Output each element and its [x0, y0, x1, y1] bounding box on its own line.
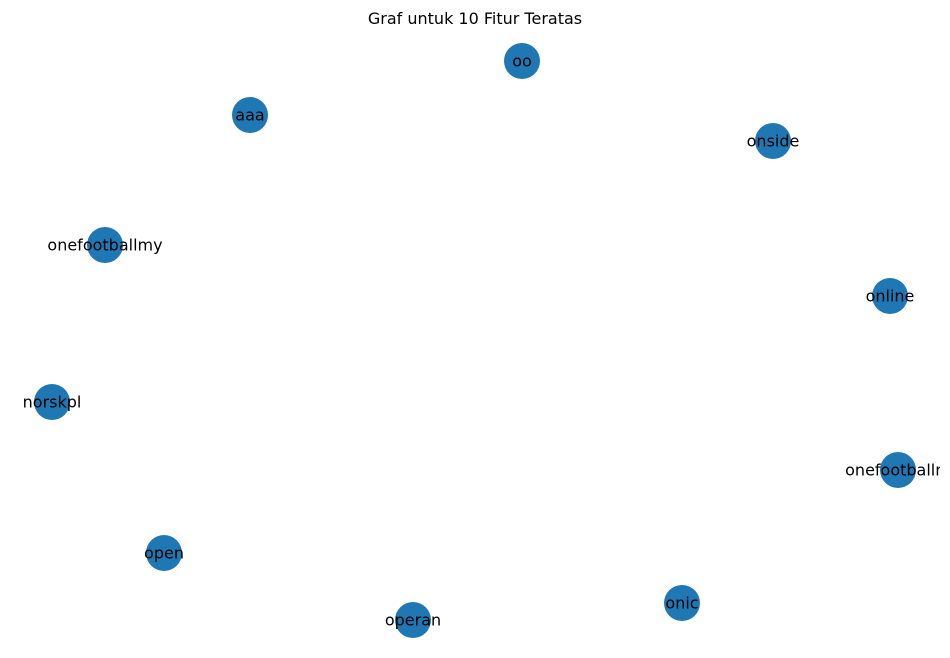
node-label: norskpl: [23, 393, 82, 412]
nodes-layer: oo aaa onside onefootballmy online norskpl one…: [23, 43, 950, 638]
node-label: onefootballm: [845, 461, 950, 480]
graph-node-oo: oo: [504, 43, 540, 79]
node-label: onic: [665, 594, 698, 613]
graph-node-open: open: [144, 535, 184, 571]
node-circle: [87, 227, 123, 263]
graph-node-onefootballmy: onefootballmy: [47, 227, 163, 263]
node-label: open: [144, 544, 184, 563]
node-circle: [755, 123, 791, 159]
graph-node-operan: operan: [385, 602, 441, 638]
graph-node-aaa: aaa: [232, 97, 268, 133]
graph-node-onic: onic: [664, 585, 700, 621]
node-circle: [872, 278, 908, 314]
node-circle: [880, 452, 916, 488]
node-circle: [146, 535, 182, 571]
node-label: onside: [747, 132, 800, 151]
node-label: onefootballmy: [47, 236, 162, 255]
graph-node-onefootballm: onefootballm: [845, 452, 950, 488]
node-circle: [34, 384, 70, 420]
graph-title: Graf untuk 10 Fitur Teratas: [368, 9, 582, 28]
graph-node-online: online: [866, 278, 915, 314]
node-label: online: [866, 287, 915, 306]
node-circle: [232, 97, 268, 133]
node-label: operan: [385, 611, 441, 630]
node-label: oo: [512, 52, 532, 71]
node-circle: [395, 602, 431, 638]
graph-node-onside: onside: [747, 123, 800, 159]
node-label: aaa: [235, 106, 264, 125]
node-circle: [664, 585, 700, 621]
node-circle: [504, 43, 540, 79]
graph-node-norskpl: norskpl: [23, 384, 82, 420]
